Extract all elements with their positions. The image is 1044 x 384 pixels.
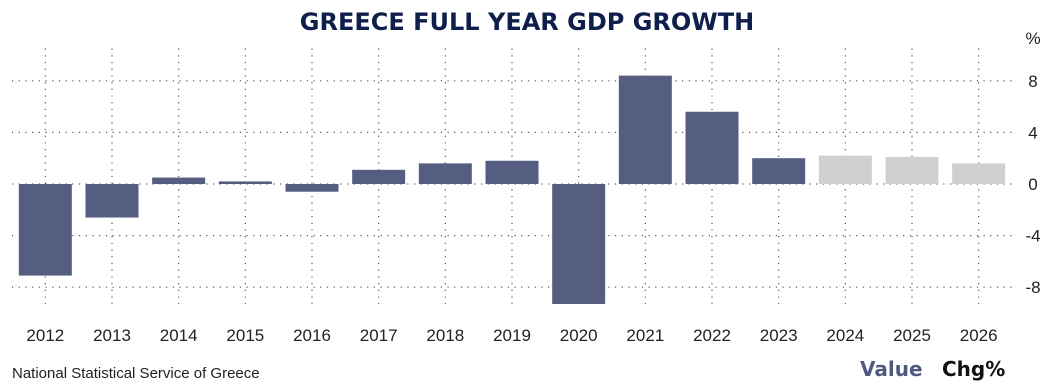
y-tick-label: 4 (1028, 123, 1037, 142)
x-tick-label: 2017 (360, 326, 398, 345)
x-axis-ticks: 2012 2013 2014 2015 2016 2017 2018 2019 2020 2021… (26, 326, 997, 345)
x-tick-label: 2026 (960, 326, 998, 345)
bar-2024[interactable] (818, 155, 872, 184)
chart-title: GREECE FULL YEAR GDP GROWTH (300, 8, 754, 36)
bar-2022[interactable] (685, 111, 739, 184)
bar-2025[interactable] (885, 156, 939, 184)
y-tick-label: 0 (1028, 175, 1037, 194)
x-tick-label: 2024 (826, 326, 864, 345)
bar-2019[interactable] (485, 160, 539, 184)
bar-2016[interactable] (285, 184, 339, 192)
bar-2021[interactable] (618, 75, 672, 184)
bar-2017[interactable] (352, 169, 406, 184)
x-tick-label: 2016 (293, 326, 331, 345)
y-tick-label: -4 (1025, 227, 1040, 246)
x-tick-label: 2012 (26, 326, 64, 345)
bars (18, 75, 1006, 304)
bar-2012[interactable] (18, 184, 72, 276)
x-tick-label: 2018 (426, 326, 464, 345)
bar-2023[interactable] (752, 158, 806, 184)
bar-2015[interactable] (218, 181, 272, 184)
x-tick-label: 2019 (493, 326, 531, 345)
y-axis-unit: % (1025, 29, 1040, 48)
legend-chg[interactable]: Chg% (942, 357, 1005, 381)
x-tick-label: 2013 (93, 326, 131, 345)
bar-2014[interactable] (152, 177, 206, 184)
x-tick-label: 2015 (226, 326, 264, 345)
x-tick-label: 2014 (160, 326, 198, 345)
legend-value[interactable]: Value (860, 357, 923, 381)
x-tick-label: 2020 (560, 326, 598, 345)
x-tick-label: 2022 (693, 326, 731, 345)
x-tick-label: 2023 (760, 326, 798, 345)
bar-2013[interactable] (85, 184, 139, 218)
bar-2020[interactable] (552, 184, 606, 304)
bar-2018[interactable] (418, 163, 472, 184)
x-tick-label: 2021 (626, 326, 664, 345)
y-tick-label: -8 (1025, 278, 1040, 297)
y-tick-label: 8 (1028, 72, 1037, 91)
y-axis-ticks: 8 4 0 -4 -8 (1025, 72, 1040, 297)
bar-2026[interactable] (952, 163, 1006, 184)
x-tick-label: 2025 (893, 326, 931, 345)
source-label: National Statistical Service of Greece (12, 365, 260, 382)
